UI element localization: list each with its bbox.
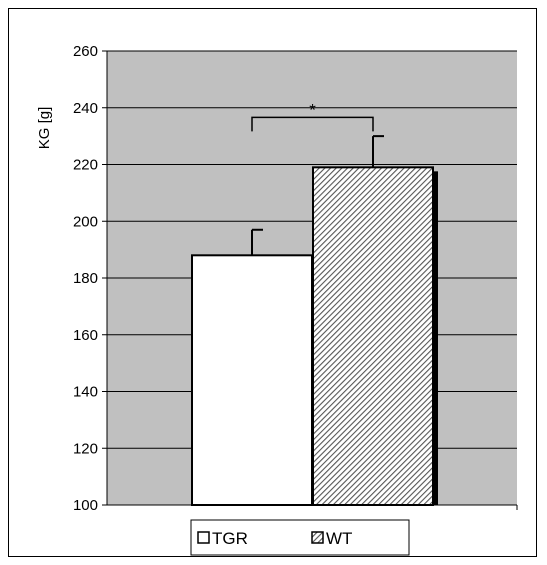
y-tick-label: 180	[73, 270, 98, 287]
y-tick-label: 220	[73, 157, 98, 174]
y-tick-label: 120	[73, 440, 98, 457]
bar-shadow-wt	[433, 171, 438, 505]
legend-swatch-tgr	[197, 531, 210, 544]
legend: TGR WT	[190, 519, 410, 556]
y-tick-label: 160	[73, 327, 98, 344]
significance-label: *	[309, 100, 316, 119]
axes	[102, 50, 518, 510]
legend-label-tgr: TGR	[212, 529, 248, 548]
y-tick-label: 260	[73, 43, 98, 60]
bar-wt	[312, 166, 434, 506]
significance-line	[251, 116, 374, 132]
bar-tgr	[191, 254, 313, 506]
y-tick-label: 100	[73, 497, 98, 514]
y-tick-label: 240	[73, 100, 98, 117]
y-tick-labels: 100 120 140 160 180 200 220 240 260	[73, 43, 98, 514]
significance-bracket: *	[251, 100, 374, 132]
legend-swatch-wt	[311, 531, 324, 544]
y-axis-label: KG [g]	[36, 107, 53, 150]
y-tick-label: 140	[73, 384, 98, 401]
legend-box	[190, 519, 410, 556]
bars	[191, 135, 438, 506]
legend-label-wt: WT	[326, 529, 352, 548]
chart-frame	[8, 8, 537, 557]
y-tick-label: 200	[73, 213, 98, 230]
